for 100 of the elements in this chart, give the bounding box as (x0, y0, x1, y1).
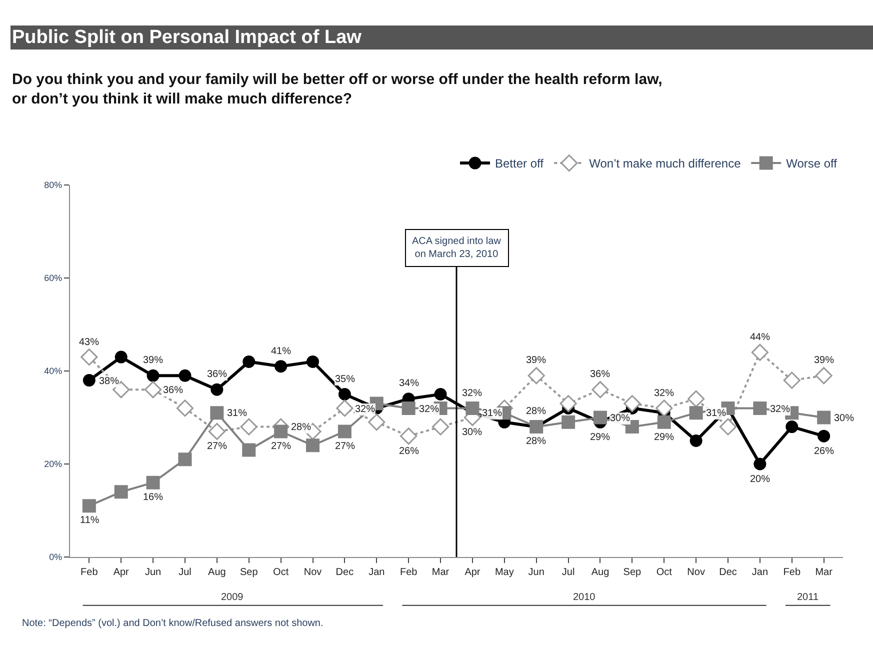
point (751, 344, 768, 361)
point (719, 418, 737, 436)
x-tick-label: Oct (656, 567, 672, 578)
data-label: 31% (482, 408, 502, 419)
x-tick-label: Feb (80, 567, 98, 578)
point (208, 422, 226, 440)
x-tick-label: Jul (178, 567, 192, 578)
x-tick-label: Mar (432, 567, 450, 578)
point (80, 348, 98, 366)
data-label: 11% (80, 515, 100, 526)
legend-label: Won’t make much difference (589, 156, 742, 171)
x-tick-label: Sep (623, 567, 642, 578)
data-label: 20% (750, 474, 770, 485)
x-tick-label: Jun (144, 567, 162, 578)
x-tick-label: Feb (400, 567, 418, 578)
point (274, 360, 288, 373)
data-label: 31% (227, 408, 248, 419)
point (146, 369, 160, 382)
data-label: 30% (834, 413, 854, 424)
point (402, 401, 416, 415)
x-tick-label: Nov (687, 567, 705, 578)
y-tick-label: 60% (44, 273, 62, 284)
data-label: 39% (814, 355, 834, 366)
point (815, 367, 832, 384)
point (306, 438, 320, 452)
point (114, 485, 128, 499)
point (242, 355, 256, 368)
y-tick-label: 40% (44, 366, 62, 376)
point (82, 374, 96, 387)
text: 2011 (797, 592, 819, 603)
text: 2009 (221, 592, 244, 603)
data-label: 38% (99, 376, 120, 387)
point (689, 406, 703, 420)
x-tick-label: Aug (591, 567, 610, 578)
x-tick-label: May (494, 567, 514, 578)
data-label: 39% (143, 355, 164, 366)
data-label: 32% (654, 388, 674, 399)
data-label: 41% (271, 346, 292, 357)
y-tick-label: 20% (44, 459, 62, 470)
data-label: 28% (526, 436, 546, 447)
data-label: 30% (462, 427, 482, 438)
data-label: 28% (291, 422, 312, 433)
point (178, 452, 192, 466)
data-label: 31% (706, 408, 726, 419)
point (400, 428, 418, 445)
data-label: 36% (163, 385, 184, 396)
point (754, 458, 766, 470)
data-label: 16% (143, 492, 164, 503)
text: Note: “Depends” (vol.) and Don’t know/Refused answers not shown. (22, 618, 324, 629)
point (753, 401, 767, 415)
legend-label: Better off (495, 156, 544, 171)
point (592, 381, 609, 398)
x-tick-label: Feb (783, 567, 801, 578)
x-tick-label: Dec (719, 567, 737, 578)
point (242, 443, 256, 457)
data-label: 43% (79, 337, 100, 348)
data-label: 26% (399, 446, 420, 457)
chart-title: Public Split on Personal Impact of Law (12, 27, 362, 48)
x-tick-label: Jun (528, 567, 544, 578)
point (466, 401, 480, 415)
point (210, 383, 224, 396)
point (434, 388, 447, 400)
data-label: 28% (526, 406, 546, 417)
text: 2010 (573, 592, 596, 603)
x-tick-label: Jan (368, 567, 385, 578)
data-label: 30% (610, 413, 630, 424)
x-tick-label: Mar (815, 567, 834, 578)
x-tick-label: Sep (240, 567, 258, 578)
y-tick-label: 80% (44, 180, 62, 190)
data-label: 29% (654, 432, 674, 443)
point (210, 406, 224, 420)
point (817, 410, 831, 424)
point (176, 400, 194, 417)
point (657, 415, 671, 429)
x-tick-label: Oct (273, 567, 289, 578)
annotation: ACA signed into law on March 23, 2010 (412, 236, 502, 260)
point (146, 476, 160, 490)
point (336, 400, 354, 417)
x-tick-label: Apr (464, 567, 481, 578)
point (688, 390, 705, 408)
point (338, 388, 351, 400)
data-label: 29% (590, 432, 610, 443)
data-label: 32% (462, 388, 482, 399)
point (240, 418, 258, 436)
data-label: 36% (590, 369, 610, 380)
point (560, 395, 577, 412)
x-tick-label: Jul (562, 567, 575, 578)
x-tick-label: Apr (113, 567, 130, 578)
point (528, 367, 545, 384)
point (432, 418, 450, 436)
point (274, 424, 288, 438)
point (593, 410, 607, 424)
x-tick-label: Nov (304, 567, 322, 578)
data-label: 44% (750, 332, 770, 343)
data-label: 27% (207, 441, 228, 452)
data-label: 35% (335, 374, 356, 385)
data-label: 39% (526, 355, 546, 366)
point (338, 424, 352, 438)
point (690, 434, 702, 447)
y-tick-label: 0% (49, 552, 62, 562)
